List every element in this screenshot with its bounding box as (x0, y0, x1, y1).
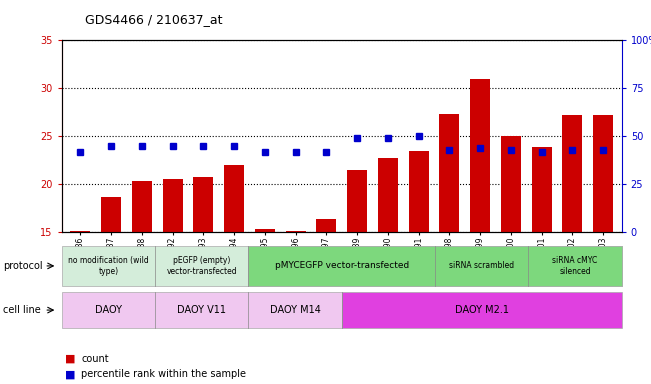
Bar (378, 158, 398, 232)
Text: siRNA scrambled: siRNA scrambled (449, 262, 514, 270)
Bar (562, 115, 583, 232)
Bar (316, 219, 337, 232)
Text: pMYCEGFP vector-transfected: pMYCEGFP vector-transfected (275, 262, 409, 270)
Bar (101, 197, 121, 232)
Bar (532, 147, 551, 232)
Bar (224, 165, 244, 232)
Bar (193, 177, 214, 232)
Bar (163, 179, 182, 232)
Text: GDS4466 / 210637_at: GDS4466 / 210637_at (85, 13, 222, 26)
Bar (286, 231, 305, 232)
Text: DAOY M14: DAOY M14 (270, 305, 320, 315)
Text: DAOY: DAOY (95, 305, 122, 315)
Bar (409, 151, 428, 232)
Text: cell line: cell line (3, 305, 41, 315)
Bar (470, 79, 490, 232)
Text: DAOY V11: DAOY V11 (177, 305, 227, 315)
Text: protocol: protocol (3, 261, 43, 271)
Bar (132, 181, 152, 232)
Text: percentile rank within the sample: percentile rank within the sample (81, 369, 246, 379)
Text: ■: ■ (65, 369, 76, 379)
Text: DAOY M2.1: DAOY M2.1 (455, 305, 508, 315)
Text: siRNA cMYC
silenced: siRNA cMYC silenced (553, 256, 598, 276)
Bar (501, 136, 521, 232)
Bar (593, 115, 613, 232)
Bar (70, 231, 90, 232)
Bar (439, 114, 460, 232)
Text: ■: ■ (65, 354, 76, 364)
Text: pEGFP (empty)
vector-transfected: pEGFP (empty) vector-transfected (167, 256, 237, 276)
Text: no modification (wild
type): no modification (wild type) (68, 256, 149, 276)
Bar (255, 229, 275, 232)
Text: count: count (81, 354, 109, 364)
Bar (347, 170, 367, 232)
